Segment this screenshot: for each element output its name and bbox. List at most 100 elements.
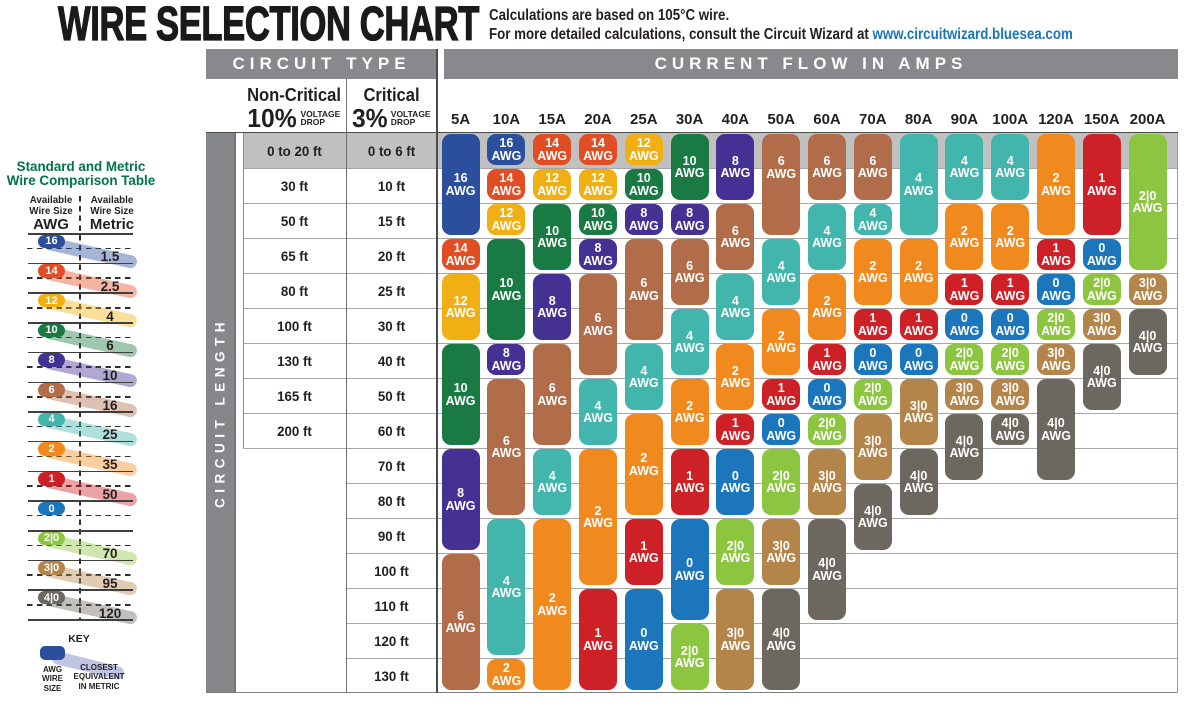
row-grid-line: [243, 202, 1177, 204]
pill-awg-size: 3|0: [772, 538, 790, 553]
pill-awg-size: 14: [453, 241, 468, 255]
pill-awg-label: 6 AWG: [812, 154, 842, 180]
wire-gauge-pill: 4 AWG: [991, 134, 1030, 200]
circuit-length-label: CIRCUIT LENGTH: [212, 317, 228, 509]
pill-awg-label: 12 AWG: [629, 137, 659, 162]
wire-gauge-pill: 2 AWG: [624, 414, 663, 515]
pill-awg-label: 0 AWG: [766, 417, 796, 442]
pill-awg-size: 2|0: [864, 381, 882, 395]
pill-awg-size: 1: [1006, 276, 1014, 290]
pill-awg-unit: AWG: [1041, 183, 1071, 198]
pill-awg-unit: AWG: [766, 638, 797, 653]
pill-awg-size: 12: [499, 206, 514, 220]
amp-column-label: 100A: [992, 111, 1029, 128]
key-caption-line: IN METRIC: [78, 681, 120, 691]
key-caption-line: SIZE: [43, 683, 62, 693]
pill-awg-label: 6 AWG: [446, 609, 476, 635]
wire-gauge-pill: 4|0 AWG: [945, 414, 984, 480]
qualifier-line: VOLTAGE: [300, 108, 341, 119]
qualifier-line: DROP: [300, 117, 326, 127]
wire-gauge-pill: 4|0 AWG: [1082, 344, 1121, 410]
wire-gauge-pill: 1 AWG: [624, 519, 663, 585]
amp-column-label: 60A: [813, 111, 841, 128]
wire-gauge-pill: 8 AWG: [441, 449, 480, 550]
pill-awg-label: 1 AWG: [720, 417, 750, 442]
critical-length-label: 10 ft: [377, 177, 406, 194]
wire-gauge-pill: 8 AWG: [716, 134, 755, 200]
critical-length-label: 30 ft: [377, 317, 406, 334]
pill-awg-label: 4 AWG: [491, 574, 521, 600]
key-title: KEY: [68, 633, 90, 645]
pill-awg-size: 0: [1098, 241, 1106, 255]
pill-awg-unit: AWG: [949, 236, 980, 250]
wire-gauge-pill: 10 AWG: [533, 204, 572, 270]
comparison-metric-value: 16: [102, 397, 118, 413]
wire-gauge-pill: 14 AWG: [487, 169, 526, 200]
key-caption-line: AWG: [42, 665, 63, 674]
pill-awg-size: 0: [960, 311, 968, 325]
pill-awg-size: 8: [548, 293, 556, 308]
wire-gauge-pill: 4 AWG: [762, 239, 801, 305]
pill-awg-unit: AWG: [628, 551, 659, 565]
wire-gauge-pill: 2 AWG: [808, 274, 846, 340]
circuit-wizard-link[interactable]: www.circuitwizard.bluesea.com: [872, 25, 1073, 43]
row-grid-line: [346, 482, 1177, 484]
wire-gauge-pill: 16 AWG: [441, 134, 480, 235]
pill-awg-label: 4|0 AWG: [812, 557, 842, 582]
pill-awg-unit: AWG: [766, 166, 797, 181]
pill-awg-label: 12 AWG: [583, 172, 613, 197]
pill-awg-unit: AWG: [628, 218, 659, 233]
pill-awg-size: 4|0: [818, 556, 836, 570]
pill-awg-unit: AWG: [445, 393, 476, 408]
wire-gauge-pill: 3|0 AWG: [991, 379, 1030, 410]
comparison-row-solid-line: [28, 530, 133, 532]
pill-awg-size: 10: [591, 206, 605, 220]
pill-awg-size: 6: [640, 276, 648, 290]
pill-awg-size: 0: [640, 626, 648, 640]
critical-length-label: 110 ft: [374, 597, 409, 614]
wire-gauge-pill: 12 AWG: [441, 274, 480, 340]
wire-gauge-pill: 4|0 AWG: [991, 414, 1030, 445]
pill-awg-unit: AWG: [720, 376, 751, 390]
pill-awg-label: 4 AWG: [812, 224, 842, 250]
amp-column-label: 30A: [675, 111, 704, 128]
pill-awg-label: 1 AWG: [904, 312, 934, 337]
pill-awg-size: 12: [591, 171, 605, 185]
comparison-row-dashed-line: [27, 307, 135, 309]
pill-awg-label: 10 AWG: [446, 382, 476, 407]
comparison-row-solid-line: [28, 262, 133, 265]
wire-gauge-pill: 6 AWG: [487, 379, 526, 515]
pill-awg-unit: AWG: [949, 288, 980, 303]
comparison-row-dashed-line: [27, 544, 135, 547]
pill-awg-size: 14: [591, 136, 605, 150]
pill-awg-size: 14: [499, 171, 514, 185]
pill-awg-label: 4 AWG: [904, 172, 934, 197]
critical-length-label: 80 ft: [377, 492, 406, 509]
comparison-awg-pill: 14: [38, 264, 65, 278]
pill-awg-size: 4: [915, 171, 923, 185]
pill-awg-label: 0 AWG: [949, 312, 979, 337]
pill-awg-unit: AWG: [857, 218, 888, 233]
pill-awg-size: 4: [960, 153, 968, 168]
circuit-type-header: CIRCUIT TYPE: [206, 49, 437, 79]
row-grid-line: [346, 552, 1177, 554]
pill-awg-label: 1 AWG: [583, 627, 613, 652]
pill-awg-label: 2 AWG: [766, 329, 796, 355]
wire-gauge-pill: 2|0 AWG: [991, 344, 1030, 375]
pill-awg-size: 4: [548, 468, 556, 483]
pill-awg-size: 4: [1006, 153, 1014, 168]
pill-awg-label: 16 AWG: [446, 172, 476, 197]
wire-gauge-pill: 4|0 AWG: [1037, 379, 1075, 480]
pill-awg-unit: AWG: [995, 428, 1026, 443]
circuit-length-bar: CIRCUIT LENGTH: [206, 133, 236, 693]
non-critical-header: Non-Critical 10% VOLTAGE DROP: [243, 80, 346, 131]
wire-gauge-pill: 3|0 AWG: [899, 379, 938, 445]
pill-awg-unit: AWG: [583, 323, 613, 338]
wire-gauge-pill: 4 AWG: [853, 204, 892, 235]
pill-awg-unit: AWG: [812, 393, 842, 408]
pill-awg-unit: AWG: [537, 393, 568, 408]
wire-gauge-pill: 6 AWG: [624, 239, 663, 340]
key-caption-line: EQUIVALENT: [73, 672, 125, 682]
pill-awg-label: 1 AWG: [858, 312, 888, 337]
wire-gauge-pill: 2 AWG: [899, 239, 938, 305]
